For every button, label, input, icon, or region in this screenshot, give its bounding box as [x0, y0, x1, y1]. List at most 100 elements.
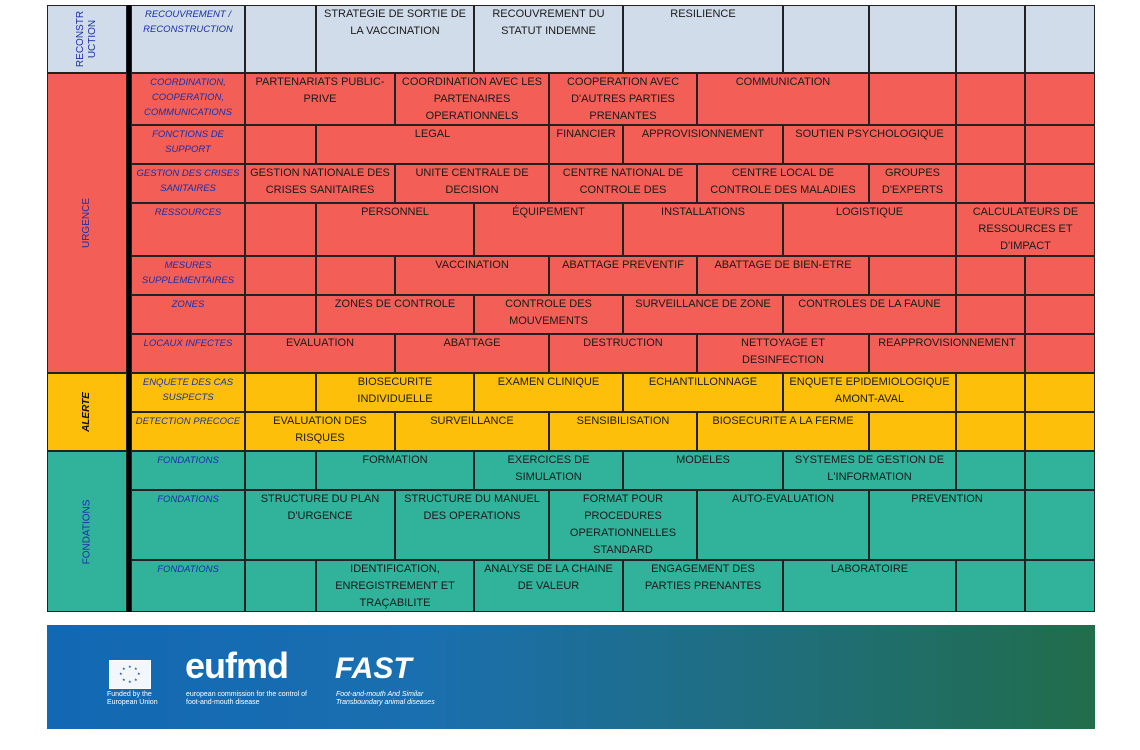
grid-cell — [956, 73, 1025, 125]
activity-cell: ABATTAGE — [395, 334, 549, 373]
grid-cell — [1025, 5, 1095, 73]
section-urgence: URGENCE — [47, 73, 127, 373]
grid-cell — [1025, 73, 1095, 125]
grid-cell — [956, 412, 1025, 451]
eu-funding-text: Funded by the European Union — [107, 691, 158, 706]
activity-cell: DESTRUCTION — [549, 334, 697, 373]
grid-cell — [1025, 451, 1095, 490]
grid-cell — [245, 256, 316, 295]
grid-cell — [869, 5, 956, 73]
grid-cell — [245, 5, 316, 73]
row-subtitle: ENQUETE DES CAS SUSPECTS — [131, 373, 245, 412]
activity-cell: ÉQUIPEMENT — [474, 203, 623, 256]
activity-cell: IDENTIFICATION, ENREGISTREMENT ET TRAÇAB… — [316, 560, 474, 612]
section-alerte: ALERTE — [47, 373, 127, 451]
grid-cell — [1025, 334, 1095, 373]
grid-cell — [316, 256, 395, 295]
activity-cell: CONTROLES DE LA FAUNE — [783, 295, 956, 334]
grid-cell — [245, 451, 316, 490]
activity-cell: RESILIENCE — [623, 5, 783, 73]
activity-cell: UNITE CENTRALE DE DECISION — [395, 164, 549, 203]
grid-cell — [869, 73, 956, 125]
grid-cell — [956, 256, 1025, 295]
row-subtitle: ZONES — [131, 295, 245, 334]
activity-cell: PARTENARIATS PUBLIC-PRIVE — [245, 73, 395, 125]
row-subtitle: FONDATIONS — [131, 451, 245, 490]
activity-cell: COORDINATION AVEC LES PARTENAIRES OPERAT… — [395, 73, 549, 125]
row-subtitle: RECOUVREMENT / RECONSTRUCTION — [131, 5, 245, 73]
activity-cell: LEGAL — [316, 125, 549, 164]
eufmd-logo: eufmd — [185, 645, 289, 686]
activity-cell: CENTRE LOCAL DE CONTROLE DES MALADIES — [697, 164, 869, 203]
section-fondations: FONDATIONS — [47, 451, 127, 612]
grid-cell — [1025, 164, 1095, 203]
activity-cell: ABATTAGE DE BIEN-ETRE — [697, 256, 869, 295]
grid-cell — [245, 125, 316, 164]
activity-cell: NETTOYAGE ET DESINFECTION — [697, 334, 869, 373]
row-subtitle: FONDATIONS — [131, 490, 245, 560]
section-label: FONDATIONS — [80, 499, 92, 564]
grid-cell — [956, 164, 1025, 203]
activity-cell: STRUCTURE DU MANUEL DES OPERATIONS — [395, 490, 549, 560]
activity-cell: SURVEILLANCE — [395, 412, 549, 451]
grid-cell — [869, 256, 956, 295]
activity-cell: ZONES DE CONTROLE — [316, 295, 474, 334]
grid-cell — [956, 125, 1025, 164]
activity-cell: ENGAGEMENT DES PARTIES PRENANTES — [623, 560, 783, 612]
activity-cell: ABATTAGE PREVENTIF — [549, 256, 697, 295]
grid-cell — [1025, 373, 1095, 412]
activity-cell: RECOUVREMENT DU STATUT INDEMNE — [474, 5, 623, 73]
row-subtitle: DETECTION PRECOCE — [131, 412, 245, 451]
activity-cell: MODELES — [623, 451, 783, 490]
vertical-divider — [127, 5, 131, 612]
activity-cell: SYSTEMES DE GESTION DE L'INFORMATION — [783, 451, 956, 490]
activity-cell: AUTO-EVALUATION — [697, 490, 869, 560]
fast-logo: FAST — [335, 652, 412, 685]
activity-cell: STRUCTURE DU PLAN D'URGENCE — [245, 490, 395, 560]
grid-cell — [956, 295, 1025, 334]
grid-cell — [956, 5, 1025, 73]
section-reconstruction: RECONSTR UCTION — [47, 5, 127, 73]
activity-cell: EXERCICES DE SIMULATION — [474, 451, 623, 490]
activity-cell: GROUPES D'EXPERTS — [869, 164, 956, 203]
row-subtitle: RESSOURCES — [131, 203, 245, 256]
grid-cell — [245, 560, 316, 612]
row-subtitle: LOCAUX INFECTES — [131, 334, 245, 373]
section-label: ALERTE — [80, 392, 92, 432]
grid-cell — [956, 560, 1025, 612]
activity-cell: EVALUATION DES RISQUES — [245, 412, 395, 451]
activity-cell: CONTROLE DES MOUVEMENTS — [474, 295, 623, 334]
grid-cell — [869, 412, 956, 451]
row-subtitle: COORDINATION, COOPERATION, COMMUNICATION… — [131, 73, 245, 125]
activity-cell: SENSIBILISATION — [549, 412, 697, 451]
fast-caption: Foot-and-mouth And Similar Transboundary… — [336, 691, 435, 706]
grid-cell — [956, 451, 1025, 490]
grid-cell — [1025, 256, 1095, 295]
activity-cell: PREVENTION — [869, 490, 1025, 560]
preparedness-framework-diagram: RECONSTR UCTION URGENCE ALERTE FONDATIONS RE… — [47, 5, 1095, 612]
row-subtitle: GESTION DES CRISES SANITAIRES — [131, 164, 245, 203]
grid-cell — [956, 373, 1025, 412]
activity-cell: CENTRE NATIONAL DE CONTROLE DES MALADIES — [549, 164, 697, 203]
section-label: URGENCE — [80, 197, 92, 249]
grid-cell — [245, 373, 316, 412]
activity-cell: FINANCIER — [549, 125, 623, 164]
activity-cell: CALCULATEURS DE RESSOURCES ET D'IMPACT — [956, 203, 1095, 256]
activity-cell: INSTALLATIONS — [623, 203, 783, 256]
activity-cell: ECHANTILLONNAGE — [623, 373, 783, 412]
activity-cell: FORMATION — [316, 451, 474, 490]
grid-cell — [245, 295, 316, 334]
activity-cell: VACCINATION — [395, 256, 549, 295]
activity-cell: FORMAT POUR PROCEDURES OPERATIONNELLES S… — [549, 490, 697, 560]
activity-cell: LABORATOIRE — [783, 560, 956, 612]
row-subtitle: MESURES SUPPLEMENTAIRES — [131, 256, 245, 295]
grid-cell — [1025, 295, 1095, 334]
activity-cell: SOUTIEN PSYCHOLOGIQUE — [783, 125, 956, 164]
eufmd-caption: european commission for the control of f… — [186, 691, 308, 706]
activity-cell: BIOSECURITE INDIVIDUELLE — [316, 373, 474, 412]
activity-cell: SURVEILLANCE DE ZONE — [623, 295, 783, 334]
funding-banner: ★ ★ ★ ★ ★ ★ ★ ★ Funded by the European U… — [47, 625, 1095, 729]
grid-cell — [245, 203, 316, 256]
grid-cell — [783, 5, 869, 73]
activity-cell: APPROVISIONNEMENT — [623, 125, 783, 164]
